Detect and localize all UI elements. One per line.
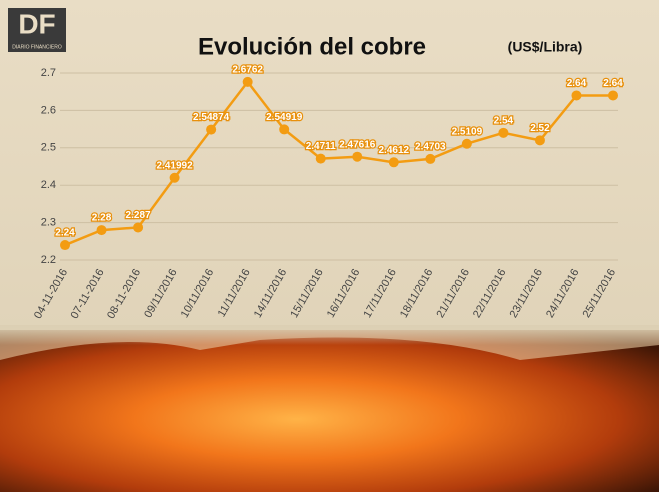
data-label: 2.5109	[452, 126, 483, 137]
logo-subtitle: DIARIO FINANCIERO	[12, 44, 62, 50]
y-tick-label: 2.6	[41, 104, 56, 116]
data-label: 2.54	[494, 115, 514, 126]
marker	[133, 222, 144, 233]
marker	[242, 76, 253, 87]
marker	[608, 90, 618, 101]
data-label: 2.64	[603, 78, 623, 89]
marker	[60, 240, 70, 251]
logo-text: DF	[18, 8, 55, 39]
line	[64, 79, 613, 247]
marker	[498, 127, 509, 138]
y-tick-label: 2.5	[41, 142, 56, 154]
data-label: 2.52	[530, 123, 550, 134]
logo-box	[8, 8, 66, 52]
data-label: 2.24	[55, 228, 75, 239]
data-label: 2.41992	[157, 160, 194, 171]
data-label: 2.4703	[415, 142, 446, 153]
marker	[388, 157, 399, 168]
y-tick-label: 2.4	[41, 179, 56, 191]
marker	[571, 90, 582, 101]
marker	[425, 153, 436, 164]
data-label: 2.4711	[306, 141, 336, 152]
marker	[534, 135, 545, 146]
data-label: 2.54919	[266, 112, 303, 123]
marker	[206, 124, 217, 135]
data-label: 2.6762	[232, 65, 263, 76]
marker	[352, 151, 363, 162]
marker	[461, 138, 472, 149]
data-label: 2.4612	[379, 145, 410, 156]
chart-title: Evolución del cobre	[198, 33, 426, 60]
data-label: 2.64	[567, 78, 587, 89]
y-tick-label: 2.3	[41, 217, 56, 229]
data-label: 2.28	[92, 213, 112, 224]
copper-photo	[0, 330, 659, 492]
chart-subtitle: (US$/Libra)	[508, 39, 583, 55]
marker	[96, 225, 107, 236]
data-label: 2.287	[126, 210, 151, 221]
marker	[315, 153, 326, 164]
photo-fade	[0, 325, 659, 345]
y-tick-label: 2.2	[41, 254, 56, 266]
data-label: 2.47616	[339, 139, 376, 150]
y-tick-label: 2.7	[41, 67, 56, 79]
data-label: 2.54874	[193, 112, 230, 123]
marker	[169, 172, 180, 183]
marker	[279, 124, 290, 135]
